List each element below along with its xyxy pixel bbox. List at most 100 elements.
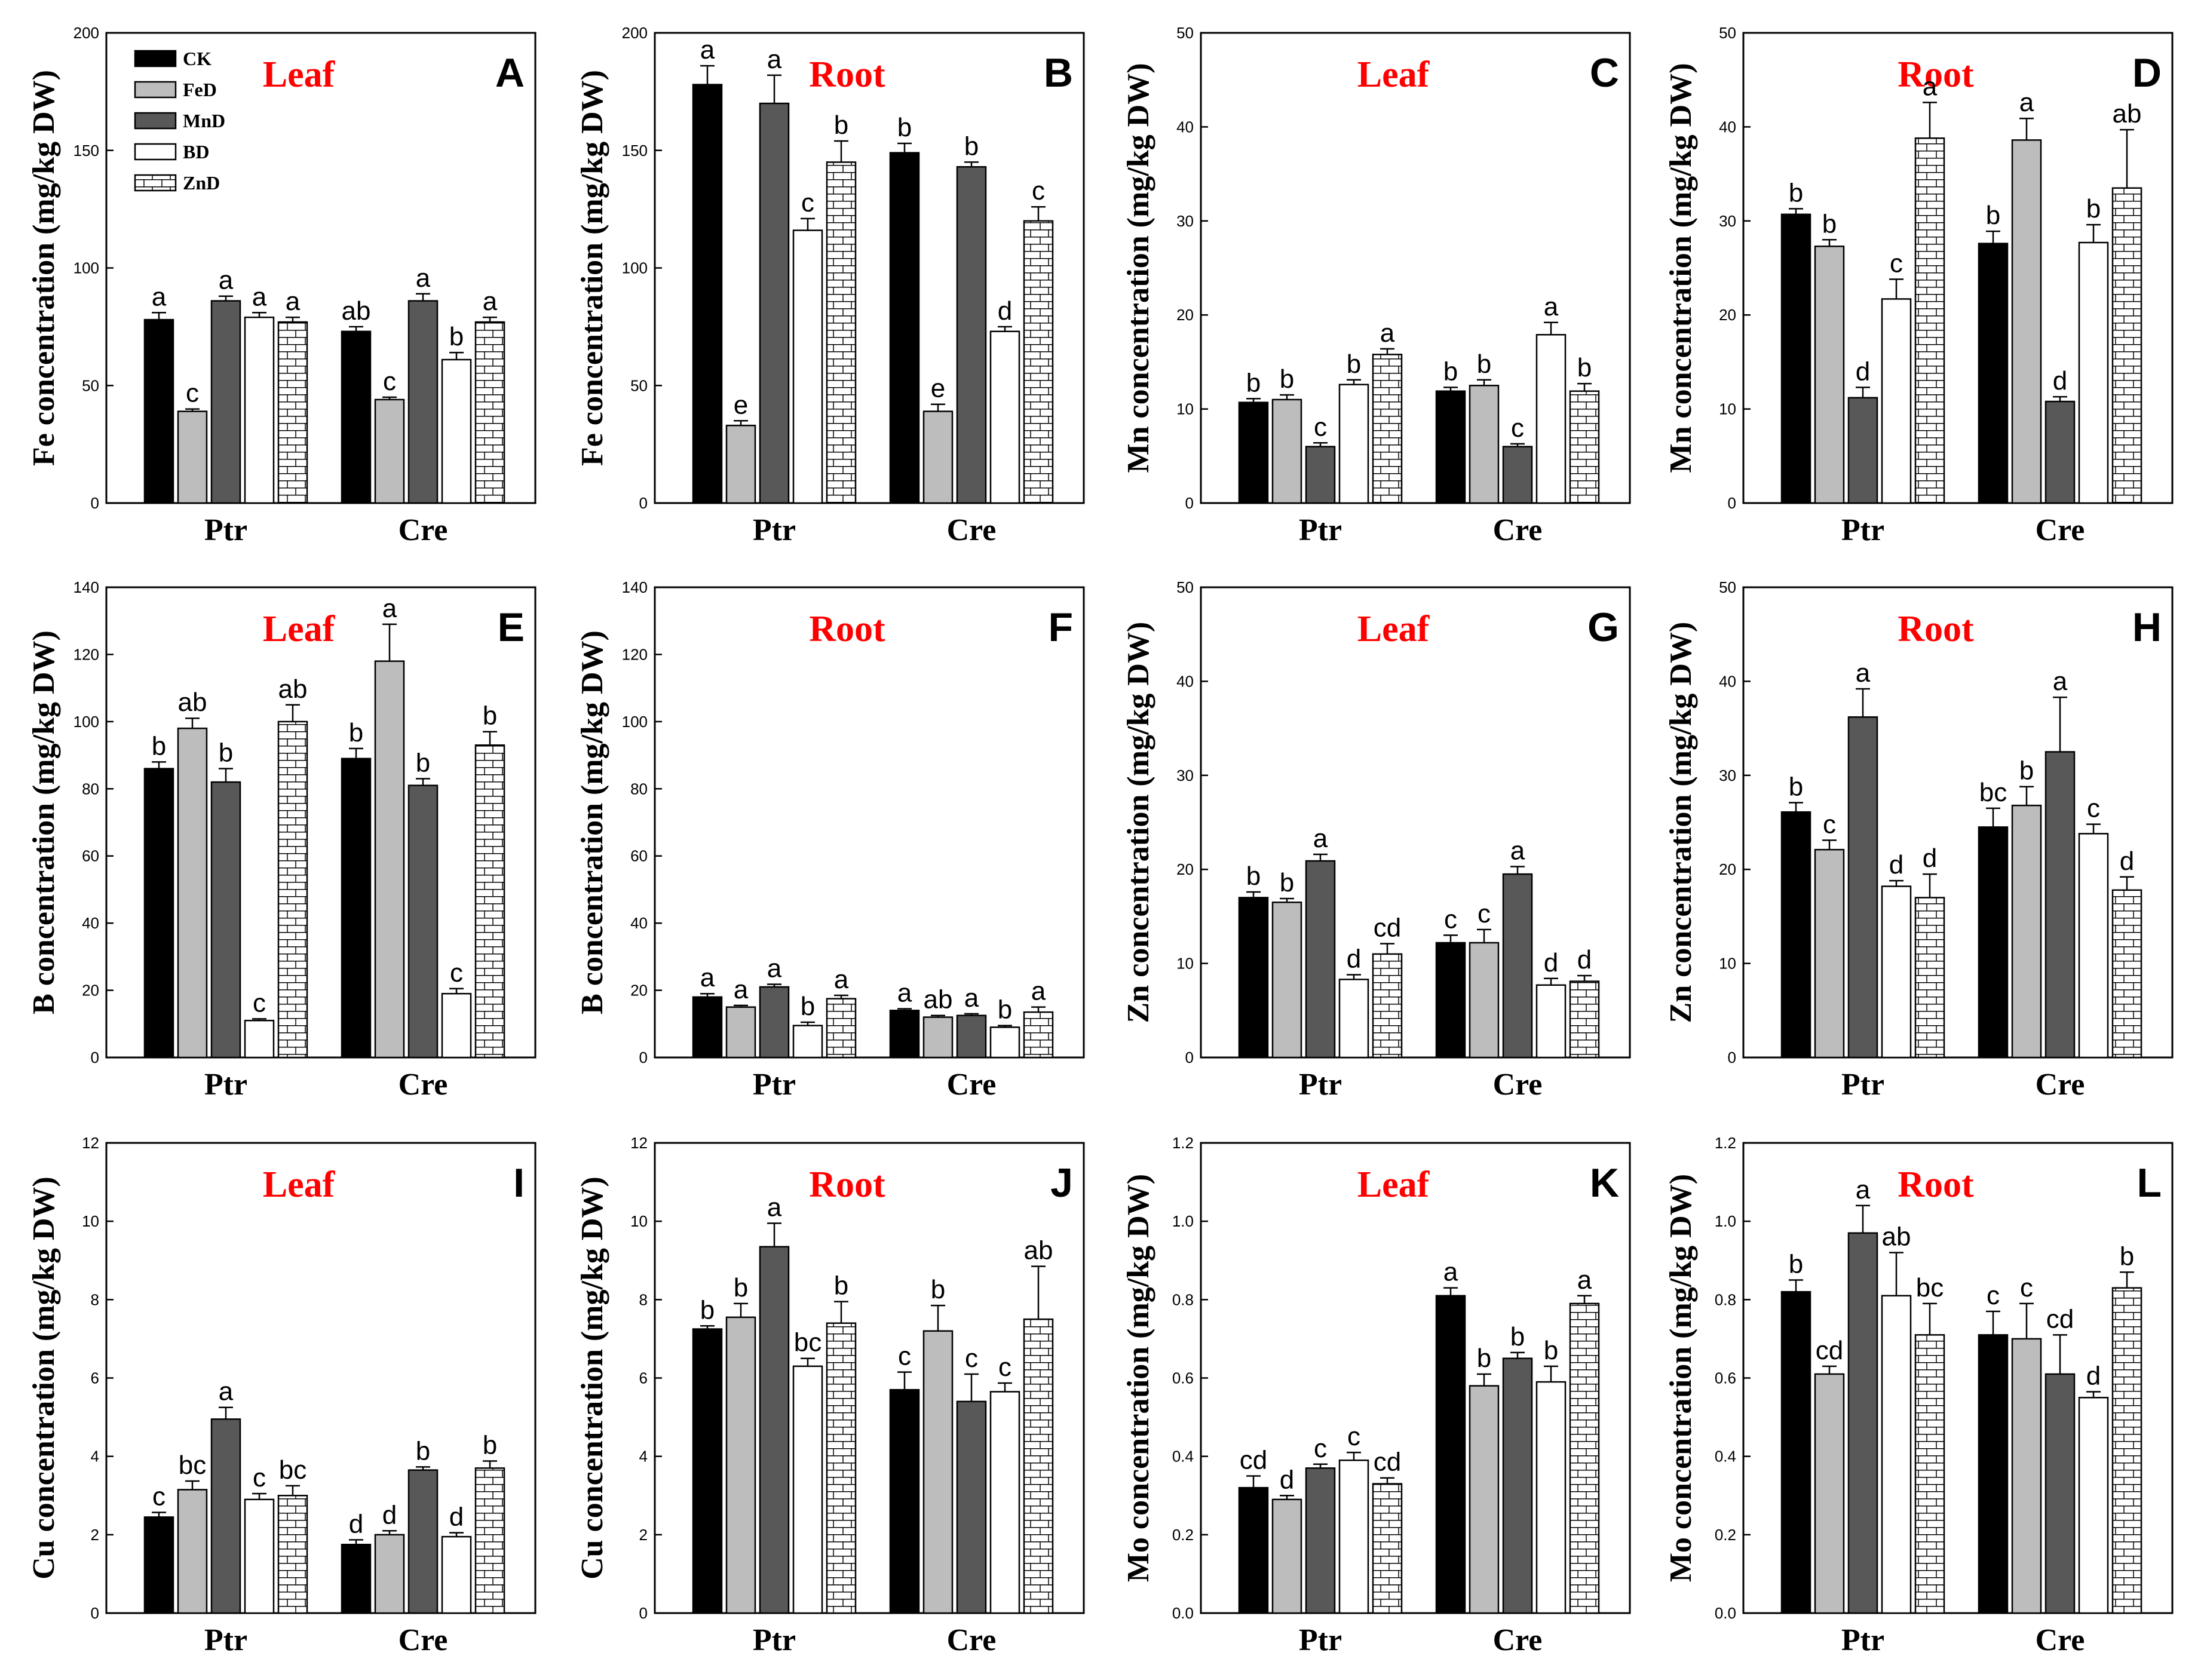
bar-fed-cre bbox=[374, 398, 405, 504]
bar-bd-ptr bbox=[792, 1365, 823, 1614]
significance-label: c bbox=[1314, 412, 1327, 442]
bar-fed-ptr bbox=[1271, 398, 1302, 504]
significance-label: c bbox=[2087, 794, 2100, 823]
significance-label: c bbox=[152, 1482, 165, 1511]
legend: CK FeD MnD BD ZnD bbox=[134, 48, 225, 194]
bar-fed-cre bbox=[374, 1534, 405, 1614]
y-tick-label: 20 bbox=[82, 982, 99, 1000]
y-tick-label: 80 bbox=[82, 780, 99, 798]
bar-mnd-cre bbox=[1502, 1357, 1533, 1614]
bar-ck-cre bbox=[889, 1388, 920, 1614]
legend-swatch-fed bbox=[134, 81, 177, 99]
significance-label: b bbox=[834, 1271, 848, 1301]
significance-label: b bbox=[1577, 353, 1592, 382]
panel-e: 0 20 40 60 80 100 120 140 B concentration (mg/kg… bbox=[27, 578, 537, 1102]
significance-label: b bbox=[931, 1275, 945, 1304]
significance-label: a bbox=[964, 983, 979, 1013]
y-tick-label: 1.0 bbox=[1172, 1212, 1194, 1230]
y-axis-label: Cu concentration (mg/kg DW) bbox=[575, 1176, 609, 1580]
plot-frame bbox=[1742, 586, 2174, 1059]
y-tick-label: 80 bbox=[630, 780, 648, 798]
y-tick-label: 0.2 bbox=[1172, 1526, 1194, 1544]
y-tick-label: 0.2 bbox=[1715, 1526, 1736, 1544]
significance-label: bc bbox=[1979, 778, 2007, 807]
significance-label: b bbox=[1280, 364, 1294, 394]
bar-znd-cre bbox=[2111, 1287, 2142, 1614]
bar-znd-cre bbox=[1023, 1011, 1054, 1059]
legend-swatch-ck bbox=[134, 50, 177, 68]
significance-label: a bbox=[1031, 977, 1046, 1006]
y-axis-label: Mn concentration (mg/kg DW) bbox=[1664, 63, 1698, 473]
significance-label: d bbox=[1856, 357, 1870, 386]
y-axis-label: Cu concentration (mg/kg DW) bbox=[27, 1176, 61, 1580]
significance-label: c bbox=[1347, 1422, 1360, 1451]
panel-title: Leaf bbox=[1357, 54, 1430, 95]
significance-label: c bbox=[253, 988, 266, 1017]
y-tick-label: 2 bbox=[639, 1526, 648, 1544]
significance-label: d bbox=[2053, 366, 2067, 396]
bar-mnd-ptr bbox=[759, 1246, 790, 1614]
bar-mnd-cre bbox=[2044, 751, 2076, 1059]
significance-label: b bbox=[1246, 368, 1261, 397]
significance-label: a bbox=[700, 963, 715, 992]
significance-label: ab bbox=[924, 985, 953, 1014]
y-tick-label: 0.4 bbox=[1715, 1448, 1736, 1466]
y-tick-label: 120 bbox=[622, 645, 648, 663]
x-category-label: Ptr bbox=[1841, 513, 1884, 547]
significance-label: a bbox=[734, 975, 749, 1004]
y-tick-label: 40 bbox=[1719, 118, 1736, 136]
y-tick-label: 8 bbox=[639, 1290, 648, 1308]
panel-title: Leaf bbox=[263, 1164, 336, 1205]
y-tick-label: 0 bbox=[91, 494, 99, 512]
significance-label: d bbox=[1923, 844, 1937, 873]
significance-label: d bbox=[1889, 850, 1903, 879]
significance-label: b bbox=[834, 111, 848, 140]
significance-label: c bbox=[998, 1353, 1011, 1382]
bar-ck-cre bbox=[1978, 243, 2009, 504]
x-category-label: Cre bbox=[947, 1623, 997, 1657]
panel-g: 0 10 20 30 40 50 Zn concentration (mg/kg DW) Le… bbox=[1121, 578, 1631, 1102]
bar-ck-cre bbox=[1435, 1295, 1466, 1614]
y-tick-label: 200 bbox=[622, 24, 648, 42]
significance-label: d bbox=[2086, 1361, 2101, 1390]
y-tick-label: 0.8 bbox=[1172, 1290, 1194, 1308]
y-tick-label: 6 bbox=[91, 1369, 99, 1387]
y-tick-label: 60 bbox=[630, 847, 648, 865]
bar-ck-cre bbox=[341, 330, 372, 504]
bar-ck-cre bbox=[341, 758, 372, 1059]
significance-label: ab bbox=[1882, 1222, 1911, 1252]
bar-bd-ptr bbox=[1881, 1295, 1912, 1614]
y-tick-label: 20 bbox=[1176, 306, 1194, 324]
bar-znd-ptr bbox=[1914, 897, 1945, 1059]
bar-mnd-ptr bbox=[1847, 1232, 1878, 1614]
bar-bd-cre bbox=[989, 1026, 1020, 1059]
significance-label: c bbox=[1823, 810, 1836, 839]
panel-letter: E bbox=[498, 605, 525, 650]
y-axis-label: Mo concentration (mg/kg DW) bbox=[1664, 1174, 1698, 1582]
bar-mnd-ptr bbox=[1305, 860, 1336, 1059]
x-category-label: Ptr bbox=[753, 1623, 796, 1657]
x-category-label: Ptr bbox=[204, 1623, 247, 1657]
bar-znd-cre bbox=[1569, 1302, 1600, 1614]
bar-fed-cre bbox=[922, 410, 954, 504]
significance-label: d bbox=[449, 1503, 464, 1532]
x-category-label: Cre bbox=[1493, 1623, 1543, 1657]
y-tick-label: 10 bbox=[1719, 400, 1736, 418]
bar-mnd-ptr bbox=[759, 986, 790, 1059]
significance-label: c bbox=[1444, 905, 1457, 934]
significance-label: bc bbox=[179, 1451, 206, 1480]
significance-label: cd bbox=[1374, 1448, 1401, 1477]
significance-label: a bbox=[1510, 836, 1525, 865]
y-tick-label: 30 bbox=[1719, 767, 1736, 784]
y-tick-label: 30 bbox=[1176, 767, 1194, 784]
y-tick-label: 20 bbox=[1719, 306, 1736, 324]
bar-ck-ptr bbox=[692, 996, 723, 1059]
significance-label: a bbox=[767, 954, 782, 983]
x-category-label: Cre bbox=[2036, 1623, 2085, 1657]
panel-letter: K bbox=[1590, 1160, 1619, 1206]
bar-ck-cre bbox=[1435, 942, 1466, 1059]
y-tick-label: 20 bbox=[1719, 860, 1736, 878]
y-tick-label: 50 bbox=[1176, 578, 1194, 596]
bar-mnd-cre bbox=[407, 1469, 439, 1614]
significance-label: a bbox=[1443, 1258, 1458, 1287]
